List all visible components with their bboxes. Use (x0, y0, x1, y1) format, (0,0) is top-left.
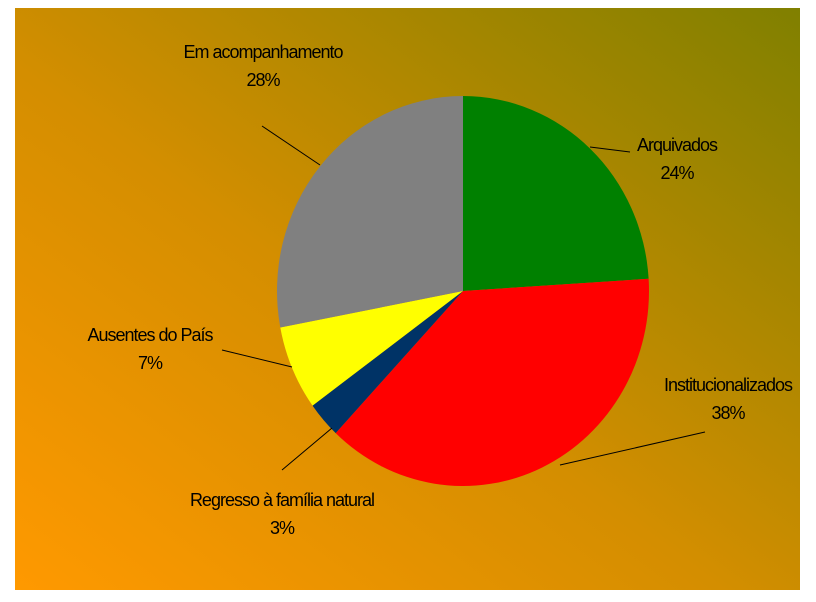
category-label: Regresso à família natural (189, 490, 375, 510)
data-label: Regresso à família natural 3% (187, 486, 377, 542)
data-label: Arquivados 24% (597, 131, 757, 187)
category-label: Ausentes do País (87, 325, 213, 345)
leader-line (281, 427, 333, 471)
pie-slice (335, 278, 650, 487)
leader-line (559, 431, 706, 466)
pie-slice (277, 96, 463, 328)
category-label: Em acompanhamento (183, 42, 343, 62)
pie-slice (312, 291, 463, 434)
value-label: 38% (711, 403, 745, 423)
pie-slice (280, 291, 463, 406)
data-label: Institucionalizados 38% (628, 371, 816, 427)
value-label: 3% (269, 518, 295, 538)
data-label: Ausentes do País 7% (50, 321, 250, 377)
pie-slice (463, 96, 649, 291)
value-label: 28% (246, 70, 280, 90)
category-label: Arquivados (636, 135, 718, 155)
leader-line (261, 125, 321, 166)
value-label: 24% (660, 163, 694, 183)
leader-line (221, 349, 293, 368)
data-label: Em acompanhamento 28% (173, 38, 353, 94)
category-label: Institucionalizados (663, 375, 793, 395)
value-label: 7% (137, 353, 163, 373)
leader-line (589, 146, 631, 153)
